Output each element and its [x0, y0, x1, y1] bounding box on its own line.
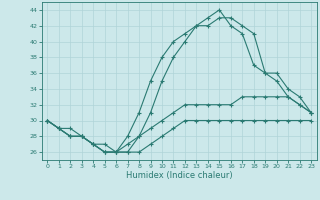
X-axis label: Humidex (Indice chaleur): Humidex (Indice chaleur) [126, 171, 233, 180]
